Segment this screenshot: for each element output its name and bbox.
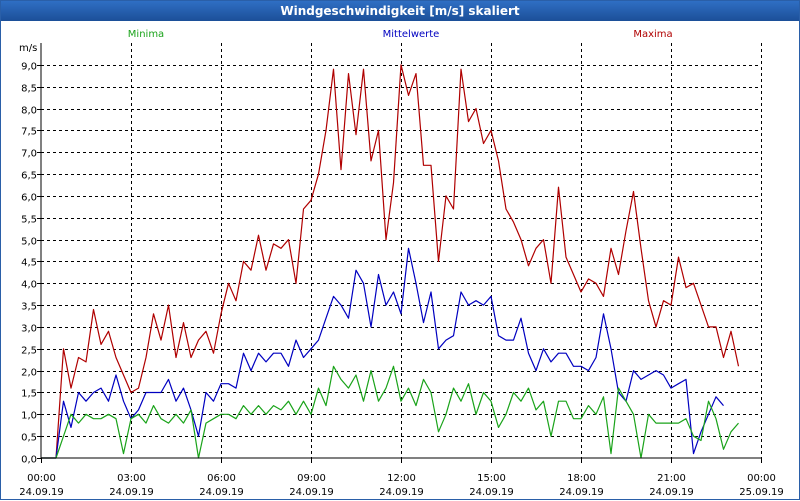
x-tick-time: 09:00 <box>297 473 326 484</box>
y-tick-label: 2,0 <box>21 368 37 379</box>
x-tick-time: 00:00 <box>27 473 56 484</box>
x-tick-date: 24.09.19 <box>649 487 694 498</box>
legend-mittelwerte: Mittelwerte <box>383 29 440 40</box>
x-tick-time: 03:00 <box>117 473 146 484</box>
y-tick-label: 4,5 <box>21 258 37 269</box>
y-axis-label: m/s <box>19 43 37 54</box>
y-tick-label: 2,5 <box>21 346 37 357</box>
y-tick-label: 4,0 <box>21 280 37 291</box>
y-tick-label: 6,0 <box>21 193 37 204</box>
x-tick-time: 12:00 <box>387 473 416 484</box>
y-tick-label: 3,0 <box>21 324 37 335</box>
y-tick-label: 5,5 <box>21 215 37 226</box>
y-tick-label: 6,5 <box>21 171 37 182</box>
series-layer <box>41 64 740 459</box>
y-tick-label: 9,0 <box>21 62 37 73</box>
x-tick-time: 18:00 <box>567 473 596 484</box>
tick-labels: 0,0 0,5 1,0 1,5 2,0 2,5 3,0 3,5 4,0 4,5 5,0 5,5 6,0 6… <box>19 62 784 499</box>
y-tick-label: 1,5 <box>21 389 37 400</box>
x-tick-date: 24.09.19 <box>469 487 514 498</box>
y-tick-label: 8,5 <box>21 84 37 95</box>
y-tick-label: 0,5 <box>21 433 37 444</box>
x-tick-time: 15:00 <box>477 473 506 484</box>
x-tick-time: 21:00 <box>657 473 686 484</box>
y-tick-label: 7,5 <box>21 127 37 138</box>
series-minima-line <box>41 365 739 459</box>
x-tick-date: 24.09.19 <box>19 487 64 498</box>
x-tick-date: 24.09.19 <box>379 487 424 498</box>
x-tick-date: 25.09.19 <box>739 487 784 498</box>
x-tick-date: 24.09.19 <box>559 487 604 498</box>
window-title: Windgeschwindigkeit [m/s] skaliert <box>1 1 799 21</box>
y-tick-label: 7,0 <box>21 149 37 160</box>
series-mittelwerte-line <box>41 247 724 459</box>
legend-maxima: Maxima <box>633 29 672 40</box>
grid <box>41 43 762 458</box>
y-tick-label: 0,0 <box>21 455 37 466</box>
y-tick-label: 1,0 <box>21 411 37 422</box>
x-tick-date: 24.09.19 <box>199 487 244 498</box>
series-maxima-line <box>41 64 740 459</box>
y-tick-label: 8,0 <box>21 106 37 117</box>
x-tick-time: 06:00 <box>207 473 236 484</box>
x-tick-date: 24.09.19 <box>109 487 154 498</box>
x-tick-time: 00:00 <box>747 473 776 484</box>
y-tick-label: 5,0 <box>21 237 37 248</box>
y-tick-label: 3,5 <box>21 302 37 313</box>
legend-minima: Minima <box>128 29 164 40</box>
x-tick-date: 24.09.19 <box>289 487 334 498</box>
